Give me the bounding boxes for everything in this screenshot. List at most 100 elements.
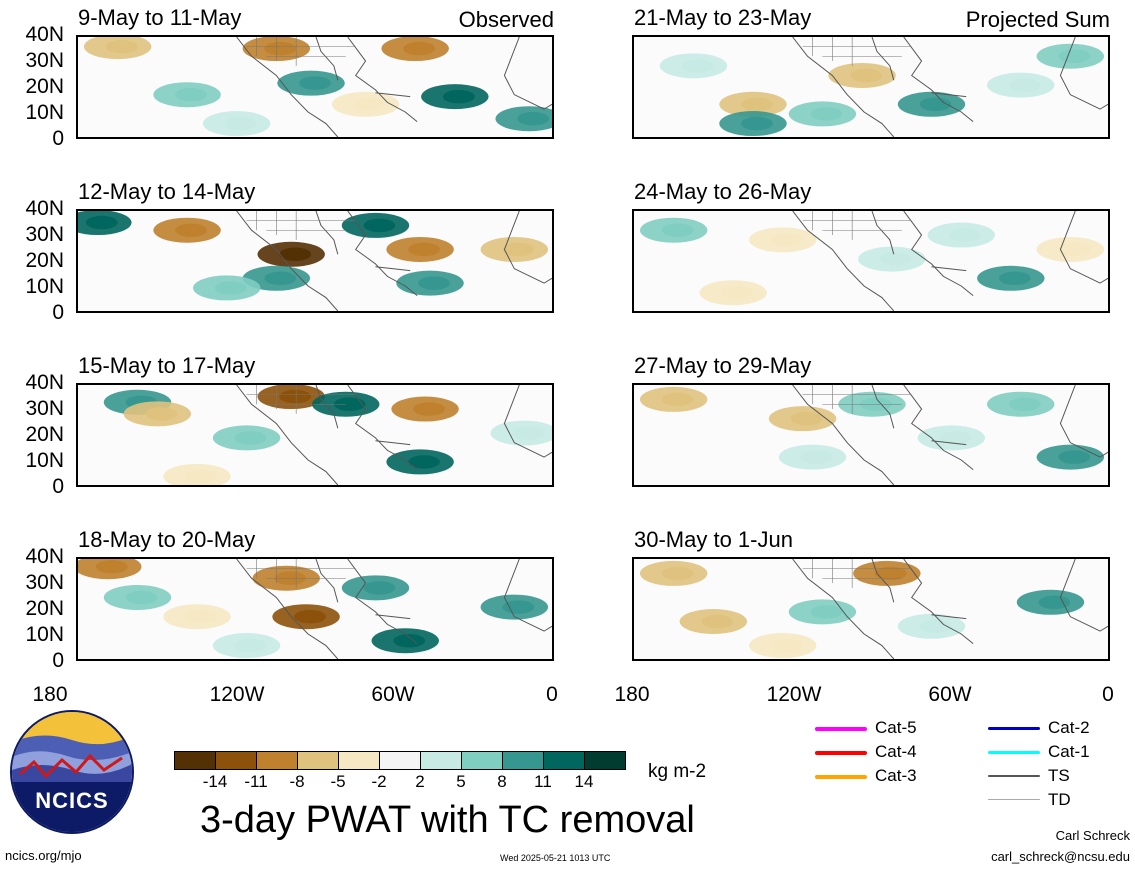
xtick-left-0: 0 <box>546 683 558 706</box>
panel-title-8: 30-May to 1-Jun <box>634 527 793 552</box>
colorbar-tick-label: 5 <box>456 772 466 791</box>
anomaly-core <box>413 402 445 416</box>
boundary-lines <box>246 211 356 240</box>
anomaly-core <box>214 281 247 295</box>
coastline <box>236 385 552 485</box>
map-panel-proj-2 <box>632 209 1110 313</box>
xtick-left-180: 180 <box>32 683 68 706</box>
ytick-label: 30N <box>25 571 64 594</box>
ytick-label: 20N <box>25 75 64 98</box>
ytick-label: 0 <box>52 301 64 324</box>
ncics-logo: NCICS <box>10 710 134 834</box>
legend-line-cat-2 <box>988 727 1040 730</box>
anomaly-core <box>661 223 694 237</box>
anomaly-core <box>661 392 694 407</box>
colorbar-swatch <box>215 751 257 770</box>
xtick-right-0: 0 <box>1102 683 1114 706</box>
ytick-label: 20N <box>25 423 64 446</box>
anomaly-core <box>1058 450 1091 464</box>
anomaly-core <box>770 233 803 247</box>
anomaly-core <box>279 389 312 404</box>
colorbar-tick-label: 8 <box>497 772 507 791</box>
anomaly-core <box>85 215 118 230</box>
map-panel-proj-4 <box>632 557 1110 661</box>
legend-line-td <box>988 799 1040 800</box>
anomaly-core <box>299 76 331 90</box>
panel-title-6: 24-May to 26-May <box>634 179 812 204</box>
map-panel-proj-1 <box>632 35 1110 139</box>
ytick-label: 0 <box>52 475 64 498</box>
ytick-label: 30N <box>25 397 64 420</box>
anomaly-core <box>681 59 714 73</box>
coastline <box>792 385 1108 485</box>
panel-title-5: 21-May to 23-May <box>634 5 812 30</box>
anomaly-core <box>145 407 178 421</box>
xtick-left-60w: 60W <box>371 683 415 706</box>
colorbar-swatch <box>461 751 503 770</box>
boundary-lines <box>802 385 912 414</box>
ytick-label: 40N <box>25 371 64 394</box>
anomaly-core <box>393 634 426 648</box>
boundary-lines <box>246 37 356 66</box>
anomaly-core <box>279 247 312 261</box>
xtick-right-120w: 120W <box>766 683 822 706</box>
panel-title-3: 15-May to 17-May <box>78 353 256 378</box>
colorbar-swatch <box>174 751 216 770</box>
anomaly-core <box>264 41 297 56</box>
anomaly-core <box>1008 78 1041 92</box>
colorbar-swatch <box>256 751 298 770</box>
anomaly-core <box>1058 49 1091 63</box>
colorbar-tick-label: -11 <box>244 772 268 791</box>
boundary-lines <box>802 37 912 66</box>
colorbar-tick-label: 2 <box>415 772 425 791</box>
anomaly-core <box>185 609 217 624</box>
anomaly-core <box>998 271 1031 286</box>
anomaly-core <box>661 566 694 581</box>
coastline <box>236 559 552 659</box>
anomaly-core <box>919 619 952 634</box>
anomaly-core <box>175 87 207 102</box>
anomaly-core <box>264 271 297 286</box>
anomaly-core <box>800 450 833 464</box>
panel-corner-observed: Observed <box>458 7 554 32</box>
boundary-lines <box>802 211 912 240</box>
coastline <box>792 211 1108 311</box>
anomaly-core <box>512 426 545 440</box>
ytick-label: 40N <box>25 545 64 568</box>
ytick-label: 10N <box>25 275 64 298</box>
anomaly-core <box>879 252 912 266</box>
anomaly-core <box>175 223 207 237</box>
legend-line-ts <box>988 775 1040 777</box>
anomaly-core <box>403 41 435 56</box>
ytick-label: 20N <box>25 597 64 620</box>
anomaly-core <box>408 242 440 257</box>
anomaly-core <box>185 469 217 484</box>
map-panel-proj-3 <box>632 383 1110 487</box>
footer-url[interactable]: ncics.org/mjo <box>5 848 82 863</box>
footer-email[interactable]: carl_schreck@ncsu.edu <box>991 849 1130 864</box>
xtick-right-60w: 60W <box>928 683 972 706</box>
anomaly-core <box>741 97 773 112</box>
panel-title-1: 9-May to 11-May <box>78 5 242 30</box>
anomaly-core <box>333 397 366 411</box>
colorbar-tick-label: 14 <box>574 772 594 791</box>
colorbar-swatch <box>379 751 421 770</box>
ytick-label: 30N <box>25 223 64 246</box>
ytick-label: 0 <box>52 649 64 672</box>
colorbar-swatch <box>543 751 585 770</box>
legend-line-cat-5 <box>815 727 867 731</box>
colorbar-tick-label: -2 <box>371 772 387 791</box>
legend-line-cat-4 <box>815 751 867 755</box>
anomaly-core <box>105 39 138 54</box>
anomaly-core <box>1038 595 1071 609</box>
coastline <box>236 37 552 137</box>
anomaly-core <box>770 638 803 653</box>
colorbar-tick-label: 11 <box>534 772 552 791</box>
map-panel-obs-2 <box>76 209 554 313</box>
anomaly-core <box>234 638 267 653</box>
anomaly-core <box>741 116 773 131</box>
legend-label-cat-3: Cat-3 <box>875 766 917 785</box>
anomaly-core <box>408 455 440 469</box>
boundary-lines <box>246 559 356 588</box>
anomaly-core <box>949 228 982 242</box>
